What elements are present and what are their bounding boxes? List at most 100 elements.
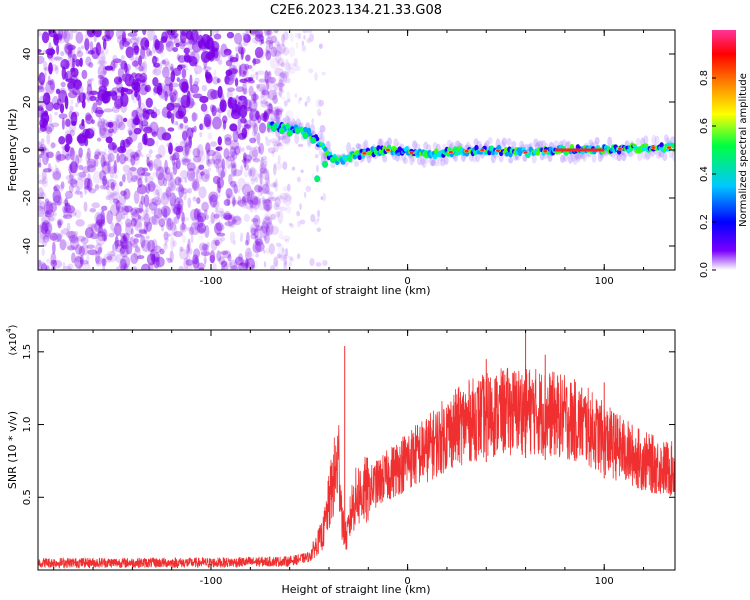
spectrogram-haze-blob [63,126,68,130]
spectrogram-haze-blob [151,58,157,63]
spectrogram-noise-blob [99,170,107,181]
spectrogram-noise-blob [102,178,108,186]
spectrogram-noise-blob [169,92,177,103]
spectrogram-noise-blob [99,124,107,137]
spectrogram-haze-blob [170,182,174,192]
spectrogram-noise-blob [88,188,97,194]
spectrogram-haze-blob [160,82,166,88]
spectrogram-noise-blob [68,163,73,175]
spectrogram-noise-blob [255,30,264,39]
spectrogram-haze-blob [120,116,124,122]
spectrogram-haze-blob [250,226,256,235]
spectrogram-noise-blob [268,195,275,200]
spectrogram-haze-blob [91,106,94,115]
spectrogram-noise-blob [134,207,144,213]
spectrogram-noise-blob [146,162,152,167]
spectrogram-noise-blob [152,68,162,76]
spectrogram-haze-blob [85,50,92,55]
spectrogram-noise-blob [220,266,225,270]
spectrogram-haze-blob [297,32,301,40]
spectrogram-noise-blob [79,191,84,199]
spectrogram-haze-blob [187,261,192,265]
spectrogram-noise-blob [175,42,180,48]
spectrogram-track-halo [670,136,675,144]
spectrogram-noise-blob [172,240,177,247]
spectrogram-haze-blob [220,171,226,178]
spectrogram-noise-blob [105,122,112,128]
spectrogram-track-hotspot [496,149,501,152]
spectrogram-haze-blob [275,211,281,218]
colorbar: 0.00.20.40.60.8 Normalized spectral ampl… [699,30,749,278]
spectrogram-noise-blob [119,235,127,248]
spectrogram-noise-blob [43,60,48,71]
spectrogram-noise-blob [174,158,179,164]
spectrogram-haze-blob [116,125,119,134]
spectrogram-track-blob-core [287,131,292,136]
spectrogram-track-hotspot [651,146,656,149]
spectrogram-noise-blob [155,256,165,268]
spectrogram-noise-blob [202,66,212,72]
spectrogram-noise-blob [249,222,260,233]
spectrogram-noise-blob [267,70,272,79]
spectrogram-noise-blob [273,97,279,104]
spectrogram-noise-blob [153,62,161,68]
spectrogram-noise-blob [147,249,157,254]
spectrogram-noise-blob [107,189,112,198]
spectrogram-haze-blob [139,232,144,239]
spectrogram-track-halo [317,130,323,140]
spectrogram-haze-blob [300,169,304,173]
spectrogram-haze-blob [296,253,301,260]
spectrogram-noise-blob [188,226,195,236]
spectrogram-haze-blob [228,164,231,170]
spectrogram-x-tick-label: -100 [200,276,223,287]
spectrogram-haze-blob [227,79,230,84]
spectrogram-noise-blob [97,231,106,237]
spectrogram-noise-blob [156,126,167,141]
spectrogram-noise-blob [62,199,69,206]
spectrogram-noise-blob [122,232,130,242]
spectrogram-haze-blob [166,42,171,49]
spectrogram-haze-blob [199,131,203,138]
spectrogram-haze-blob [172,195,179,201]
spectrogram-noise-blob [173,90,178,96]
spectrogram-noise-blob [162,58,170,67]
spectrogram-noise-blob [252,158,261,163]
spectrogram-noise-blob [250,197,261,210]
snr-line-area [38,330,675,569]
spectrogram-noise-blob [60,59,70,70]
spectrogram-noise-blob [198,164,205,171]
spectrogram-noise-blob [261,88,266,98]
spectrogram-noise-blob [166,110,172,119]
spectrogram-noise-blob [104,65,114,71]
spectrogram-noise-blob [228,259,238,269]
spectrogram-noise-blob [50,252,57,265]
spectrogram-noise-blob [45,101,54,112]
spectrogram-haze-blob [181,157,187,166]
spectrogram-haze-blob [243,171,249,178]
spectrogram-haze-blob [231,180,238,189]
spectrogram-noise-blob [145,153,152,159]
spectrogram-noise-blob [74,209,82,219]
spectrogram-haze-blob [114,76,120,83]
spectrogram-haze-blob [95,259,102,267]
spectrogram-haze-blob [51,167,54,174]
spectrogram-noise-blob [288,46,296,58]
spectrogram-haze-blob [161,91,168,101]
spectrogram-noise-blob [95,218,106,227]
spectrogram-noise-blob [131,266,138,270]
spectrogram-haze-blob [168,110,173,116]
snr-y-tick-label: 0.5 [22,489,33,505]
spectrogram-noise-blob [192,257,200,269]
spectrogram-y-tick-label: 40 [22,48,33,61]
spectrogram-noise-blob [273,143,279,153]
spectrogram-noise-blob [51,232,62,243]
spectrogram-noise-blob [231,159,236,169]
spectrogram-haze-blob [204,33,208,43]
spectrogram-noise-blob [273,108,283,120]
spectrogram-haze-blob [218,210,224,217]
spectrogram-noise-blob [163,171,173,182]
spectrogram-noise-blob [198,242,208,251]
spectrogram-noise-blob [272,94,278,104]
spectrogram-noise-blob [201,243,209,252]
spectrogram-noise-blob [172,47,179,52]
